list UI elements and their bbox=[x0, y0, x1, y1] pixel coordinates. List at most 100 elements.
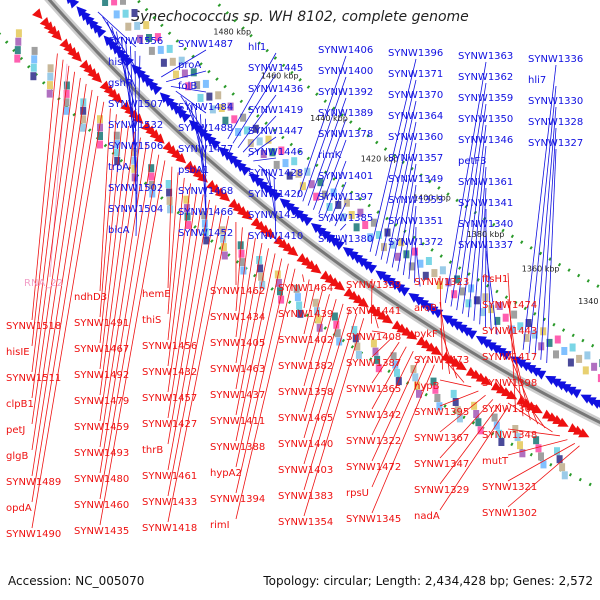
forward-gene-label: rimK bbox=[318, 150, 342, 161]
cog-block bbox=[523, 333, 530, 342]
forward-leader-line bbox=[462, 124, 487, 314]
cog-block bbox=[125, 22, 132, 31]
reverse-gene-label: ftsH1 bbox=[482, 274, 508, 285]
cog-block bbox=[496, 302, 503, 310]
forward-gene-label: SYNW1336 bbox=[528, 54, 583, 65]
forward-gene-label: SYNW1327 bbox=[528, 138, 583, 149]
reverse-gene-label: SYNW1491 bbox=[74, 318, 129, 329]
cog-block bbox=[257, 264, 264, 273]
forward-leader-line bbox=[297, 55, 347, 198]
reverse-leader-line bbox=[303, 289, 324, 361]
cog-block bbox=[183, 204, 190, 213]
cog-block bbox=[154, 33, 161, 42]
cog-block bbox=[97, 140, 103, 149]
reverse-leader-line bbox=[235, 263, 289, 494]
cog-block bbox=[220, 234, 227, 243]
forward-gene-arrow bbox=[366, 263, 378, 274]
cog-block bbox=[451, 290, 458, 299]
reverse-leader-line bbox=[507, 376, 546, 429]
cog-block bbox=[540, 327, 547, 336]
forward-gene-label: SYNW1452 bbox=[178, 228, 233, 239]
forward-gene-label: SYNW1392 bbox=[318, 87, 373, 98]
cog-block bbox=[239, 258, 246, 267]
ruler-ring-mid bbox=[135, 0, 600, 352]
cog-block bbox=[148, 46, 155, 55]
forward-gene-label: SYNW1446 bbox=[248, 147, 303, 158]
reverse-leader-line bbox=[167, 216, 230, 523]
cog-block bbox=[256, 137, 263, 146]
reverse-gene-label: SYNW1348 bbox=[482, 430, 537, 441]
reverse-gene-label: hisIE bbox=[6, 347, 30, 358]
reverse-leader-line bbox=[303, 284, 317, 335]
forward-leader-line bbox=[313, 118, 347, 210]
cog-block bbox=[185, 221, 192, 229]
cog-block bbox=[540, 460, 547, 469]
cog-block bbox=[80, 123, 87, 132]
genome-backbone bbox=[44, 0, 600, 427]
reverse-leader-line bbox=[99, 108, 111, 292]
cog-block bbox=[291, 157, 298, 166]
reverse-leader-line bbox=[99, 143, 147, 448]
ruler-label: 1460 kbp bbox=[261, 72, 299, 81]
forward-gene-arrow bbox=[530, 367, 542, 377]
forward-leader-line bbox=[302, 76, 347, 202]
cog-block bbox=[362, 221, 369, 229]
reverse-leader-line bbox=[99, 125, 129, 370]
forward-gene-label: SYNW1328 bbox=[528, 117, 583, 128]
cog-block bbox=[367, 233, 374, 242]
forward-leader-line bbox=[200, 114, 207, 219]
reverse-leader-line bbox=[371, 351, 414, 436]
forward-gene-arrow bbox=[68, 0, 80, 9]
forward-gene-arrow bbox=[580, 394, 592, 404]
reverse-leader-line bbox=[99, 137, 141, 422]
cog-block bbox=[352, 334, 359, 343]
reverse-gene-arrow bbox=[557, 417, 569, 427]
forward-gene-arrow bbox=[495, 347, 507, 358]
reverse-gene-label: SYNW1460 bbox=[74, 500, 129, 511]
reverse-leader-line bbox=[167, 205, 217, 471]
reverse-leader-line bbox=[31, 59, 64, 347]
reverse-leader-line bbox=[235, 253, 276, 442]
forward-gene-label: SYNW1340 bbox=[458, 219, 513, 230]
cog-block bbox=[333, 320, 340, 329]
reverse-leader-line bbox=[99, 114, 117, 318]
cog-block bbox=[111, 0, 118, 6]
reverse-gene-label: nadA bbox=[414, 511, 440, 522]
reverse-gene-label: SYNW1462 bbox=[210, 286, 265, 297]
forward-gene-label: SYNW1400 bbox=[318, 66, 373, 77]
reverse-gene-label: SYNW1511 bbox=[6, 373, 61, 384]
reverse-gene-label: SYNW1434 bbox=[210, 312, 265, 323]
cog-block bbox=[417, 259, 424, 268]
cog-block bbox=[471, 401, 478, 410]
forward-gene-label: trpA bbox=[108, 162, 129, 173]
cog-block bbox=[166, 188, 173, 197]
cog-block bbox=[354, 342, 361, 351]
reverse-leader-line bbox=[303, 308, 351, 465]
reverse-gene-label: SYNW1461 bbox=[142, 471, 197, 482]
forward-gene-arrow bbox=[570, 389, 582, 399]
cog-block bbox=[184, 212, 191, 221]
cog-block bbox=[14, 46, 21, 55]
cog-block bbox=[293, 284, 300, 293]
cog-block bbox=[273, 160, 280, 169]
reverse-leader-line bbox=[31, 89, 93, 477]
forward-gene-arrow bbox=[417, 299, 430, 310]
forward-gene-label: SYNW1372 bbox=[388, 237, 443, 248]
cog-block bbox=[148, 172, 155, 181]
cog-block bbox=[80, 106, 87, 115]
forward-leader-line bbox=[369, 58, 417, 252]
cog-block bbox=[416, 389, 422, 398]
reverse-leader-line bbox=[439, 399, 494, 459]
reverse-gene-arrow bbox=[531, 404, 543, 414]
reverse-gene-label: mutT bbox=[482, 456, 509, 467]
forward-gene-label: SYNW1504 bbox=[108, 204, 163, 215]
forward-gene-arrow bbox=[301, 216, 313, 227]
reverse-gene-arrow bbox=[480, 375, 492, 386]
reverse-leader-line bbox=[507, 428, 560, 437]
cog-block bbox=[343, 198, 350, 207]
cog-block bbox=[296, 301, 303, 310]
reverse-leader-line bbox=[371, 278, 373, 324]
reverse-gene-label: SYNW1302 bbox=[482, 508, 537, 519]
reverse-gene-label: SYNW1456 bbox=[142, 341, 197, 352]
cog-block bbox=[278, 146, 285, 155]
